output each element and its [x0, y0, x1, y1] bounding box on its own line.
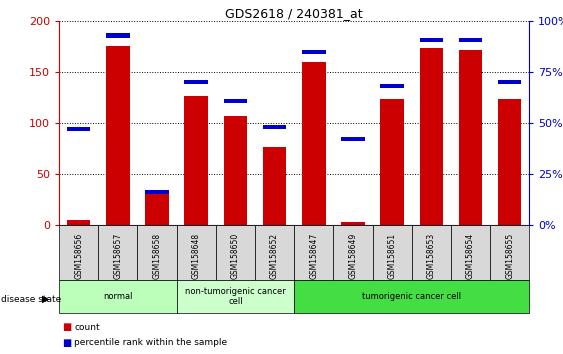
Text: ■: ■: [62, 322, 71, 332]
Title: GDS2618 / 240381_at: GDS2618 / 240381_at: [225, 7, 363, 20]
Bar: [419, 38, 443, 42]
Text: tumorigenic cancer cell: tumorigenic cancer cell: [362, 292, 461, 301]
Bar: [498, 98, 521, 225]
Bar: [333, 225, 373, 280]
Bar: [302, 62, 325, 225]
Bar: [459, 50, 482, 225]
Bar: [498, 80, 521, 84]
Bar: [216, 225, 255, 280]
Text: disease state: disease state: [1, 295, 61, 304]
Bar: [177, 225, 216, 280]
Text: GSM158656: GSM158656: [74, 233, 83, 279]
Bar: [59, 280, 177, 313]
Bar: [67, 127, 91, 131]
Text: count: count: [74, 323, 100, 332]
Text: GSM158654: GSM158654: [466, 233, 475, 279]
Text: ▶: ▶: [42, 294, 49, 304]
Bar: [341, 222, 365, 225]
Bar: [99, 225, 137, 280]
Bar: [224, 116, 247, 225]
Bar: [419, 48, 443, 225]
Text: ■: ■: [62, 338, 71, 348]
Bar: [490, 225, 529, 280]
Text: GSM158655: GSM158655: [505, 233, 514, 279]
Bar: [263, 125, 287, 129]
Text: GSM158657: GSM158657: [113, 233, 122, 279]
Bar: [145, 190, 169, 194]
Bar: [451, 225, 490, 280]
Bar: [106, 33, 129, 38]
Bar: [381, 98, 404, 225]
Text: percentile rank within the sample: percentile rank within the sample: [74, 338, 227, 347]
Bar: [145, 191, 169, 225]
Bar: [185, 80, 208, 84]
Text: GSM158652: GSM158652: [270, 233, 279, 279]
Bar: [67, 220, 91, 225]
Text: GSM158650: GSM158650: [231, 233, 240, 279]
Bar: [381, 84, 404, 88]
Bar: [137, 225, 177, 280]
Text: GSM158648: GSM158648: [192, 233, 201, 279]
Bar: [294, 225, 333, 280]
Bar: [185, 96, 208, 225]
Text: GSM158658: GSM158658: [153, 233, 162, 279]
Bar: [59, 225, 99, 280]
Text: non-tumorigenic cancer
cell: non-tumorigenic cancer cell: [185, 287, 286, 306]
Text: GSM158653: GSM158653: [427, 233, 436, 279]
Text: GSM158647: GSM158647: [309, 233, 318, 279]
Bar: [302, 50, 325, 54]
Text: normal: normal: [103, 292, 133, 301]
Bar: [263, 147, 287, 225]
Text: GSM158649: GSM158649: [348, 233, 358, 279]
Bar: [294, 280, 529, 313]
Bar: [224, 98, 247, 103]
Bar: [106, 46, 129, 225]
Bar: [373, 225, 412, 280]
Bar: [177, 280, 294, 313]
Bar: [341, 137, 365, 141]
Bar: [459, 38, 482, 42]
Text: GSM158651: GSM158651: [387, 233, 396, 279]
Bar: [412, 225, 451, 280]
Bar: [255, 225, 294, 280]
